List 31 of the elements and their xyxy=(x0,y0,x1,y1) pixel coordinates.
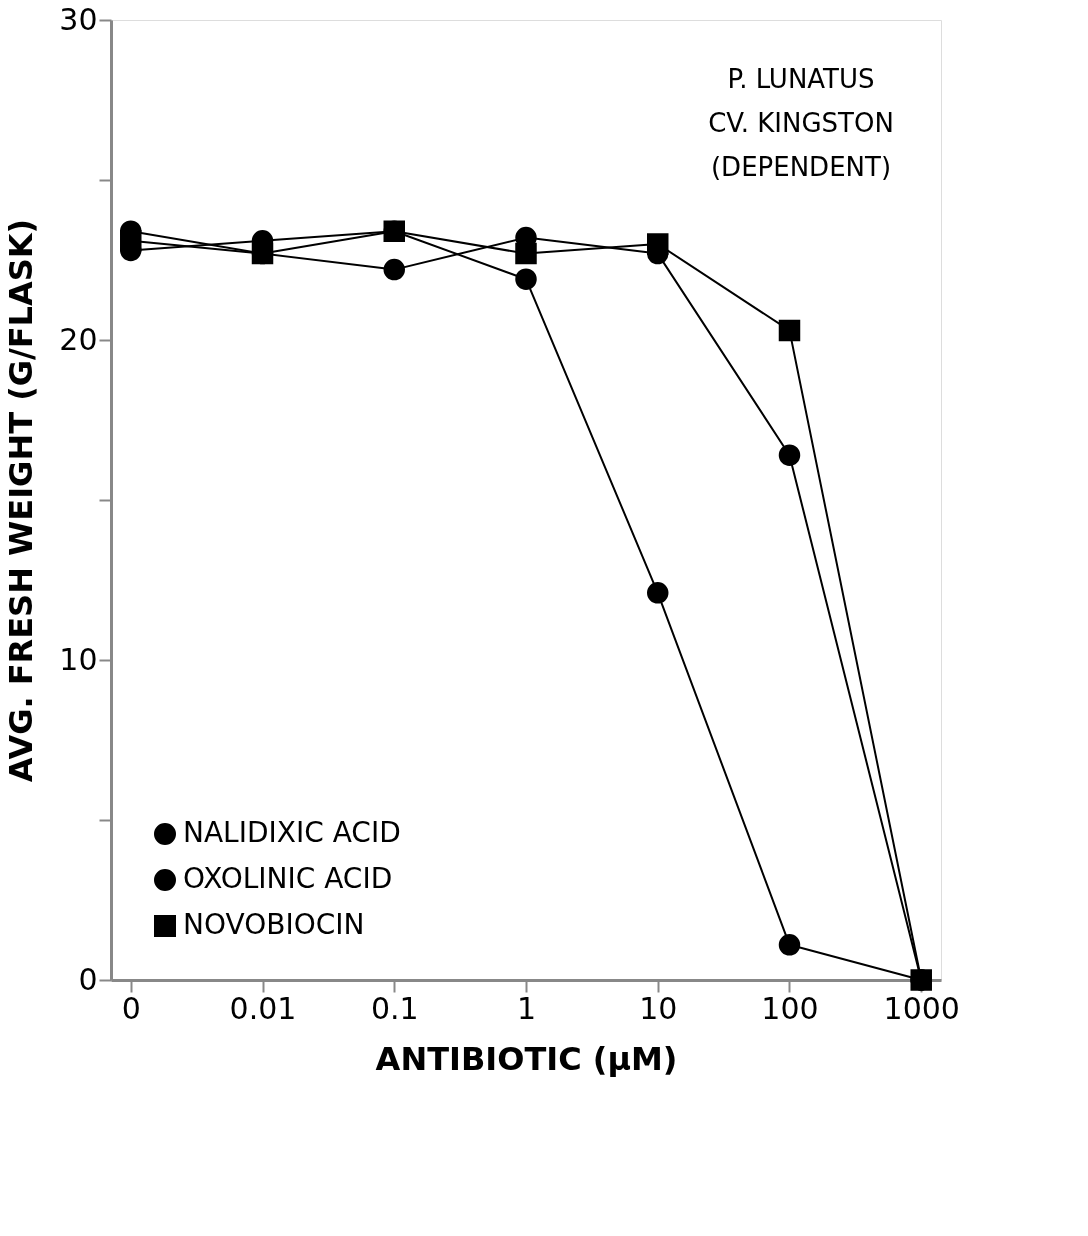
y-tick-label: 10 xyxy=(59,641,98,677)
x-tick-label: 0.1 xyxy=(370,990,419,1026)
point xyxy=(910,969,932,991)
point xyxy=(383,258,405,281)
y-tick-label: 20 xyxy=(59,321,98,357)
point xyxy=(515,268,537,290)
y-axis-title: AVG. FRESH WEIGHT (G/FLASK) xyxy=(2,218,41,783)
annotation: (DEPENDENT) xyxy=(710,152,892,182)
point xyxy=(647,582,669,604)
legend-label: NOVOBIOCIN xyxy=(183,908,365,941)
x-tick-label: 1000 xyxy=(883,990,960,1026)
point xyxy=(778,319,801,342)
annotation: P. LUNATUS xyxy=(727,64,875,94)
point xyxy=(647,233,669,255)
point xyxy=(515,242,537,265)
x-tick-label: 1 xyxy=(516,990,537,1026)
y-tick-label: 0 xyxy=(78,961,98,997)
point xyxy=(383,220,405,242)
legend-label: OXOLINIC ACID xyxy=(183,862,393,895)
point xyxy=(120,230,142,252)
x-tick-label: 0 xyxy=(121,990,141,1026)
x-tick-label: 100 xyxy=(761,990,819,1026)
x-axis-title: ANTIBIOTIC (μM) xyxy=(375,1039,678,1078)
x-tick-label: 10 xyxy=(639,990,678,1026)
point xyxy=(251,242,274,265)
annotation: CV. KINGSTON xyxy=(708,108,894,138)
legend-label: NALIDIXIC ACID xyxy=(183,816,401,849)
x-tick-label: 0.01 xyxy=(229,990,297,1026)
point xyxy=(778,934,801,956)
y-tick-label: 30 xyxy=(59,1,98,37)
point xyxy=(778,444,801,466)
